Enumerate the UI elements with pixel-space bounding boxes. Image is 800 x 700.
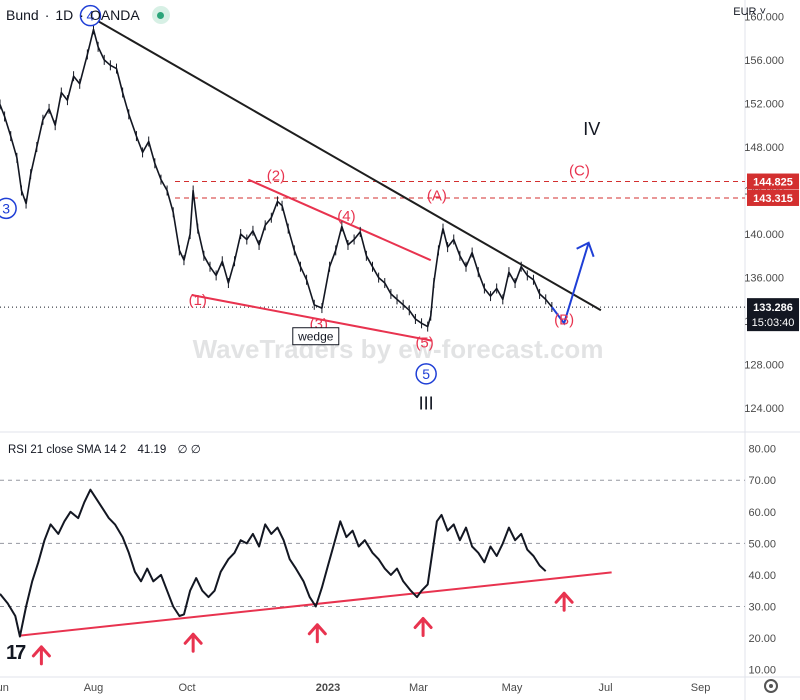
- header-separator: ·: [44, 7, 50, 23]
- degree-label: III: [419, 393, 434, 413]
- wave-label: 3: [2, 200, 10, 216]
- up-arrow-shape: [554, 591, 574, 612]
- rsi-tick-label: 60.00: [748, 507, 776, 519]
- price-tick-label: 140.000: [744, 229, 784, 241]
- wave-label: (B): [554, 311, 574, 328]
- rsi-tick-label: 40.00: [748, 570, 776, 582]
- wave-label: (5): [415, 334, 433, 351]
- time-tick-label: May: [502, 682, 523, 694]
- price-tick-label: 128.000: [744, 360, 784, 372]
- rsi-line: [0, 488, 547, 638]
- currency-label: EUR: [733, 6, 757, 18]
- price-tick-label: 152.000: [744, 98, 784, 110]
- time-tick-label: Aug: [84, 682, 104, 694]
- level-label: 144.825: [753, 177, 793, 189]
- wave-circle: [79, 4, 102, 27]
- logo-text: 17: [6, 642, 26, 664]
- time-tick-label: 2023: [316, 682, 340, 694]
- rsi-extra-1: ∅: [177, 444, 188, 456]
- wave-label: 4: [87, 8, 95, 24]
- up-arrow-icon: [183, 632, 203, 653]
- broker-label: OANDA: [89, 7, 140, 23]
- market-open-icon: [151, 6, 170, 24]
- up-arrow-icon: [554, 591, 574, 612]
- symbol-label[interactable]: Bund: [6, 7, 39, 23]
- wedge-label: wedge: [297, 330, 334, 344]
- wave-label: (2): [267, 168, 285, 185]
- rsi-header: RSI 21 close SMA 14 2 41.19 ∅ ∅: [8, 442, 201, 456]
- wedge-top-line: [247, 178, 432, 262]
- rsi-tick-label: 70.00: [748, 475, 776, 487]
- trendline-line: [85, 13, 602, 312]
- up-arrow-shape: [307, 623, 327, 644]
- time-tick-label: Jul: [598, 682, 612, 694]
- current-price-label: 133.286: [753, 302, 793, 314]
- interval-label[interactable]: 1D: [55, 7, 74, 23]
- countdown-label: 15:03:40: [752, 317, 795, 329]
- currency-selector[interactable]: EUR ˅: [733, 6, 766, 18]
- up-arrow-shape: [31, 645, 51, 666]
- current-price-tag: [747, 298, 799, 332]
- gear-icon[interactable]: [764, 679, 778, 693]
- up-arrow-shape: [183, 632, 203, 653]
- time-tick-label: Jun: [0, 682, 9, 694]
- wedge-bottom-line: [191, 294, 433, 342]
- price-tick-label: 124.000: [744, 403, 784, 415]
- level-label: 143.315: [753, 193, 793, 205]
- rsi-tick-label: 30.00: [748, 602, 776, 614]
- tradingview-logo[interactable]: 17: [6, 642, 26, 665]
- price-tick-label: 160.000: [744, 11, 784, 23]
- watermark-text: WaveTraders by ew-forecast.com: [193, 334, 604, 364]
- chart-header: Bund · 1D · OANDA: [6, 6, 170, 24]
- header-separator: ·: [79, 7, 84, 23]
- price-tick-label: 148.000: [744, 142, 784, 154]
- rsi-tick-label: 80.00: [748, 444, 776, 456]
- price-line: [0, 28, 553, 328]
- projection-arrowhead: [576, 241, 595, 258]
- wave-label: 5: [422, 366, 430, 382]
- rsi-label[interactable]: RSI 21 close SMA 14 2: [8, 444, 127, 456]
- up-arrow-icon: [413, 616, 433, 637]
- level-tag: [747, 189, 799, 206]
- projection-path: [551, 242, 590, 326]
- price-tick-label: 156.000: [744, 55, 784, 67]
- wave-label: (A): [427, 187, 447, 204]
- wave-circle: [0, 197, 17, 220]
- up-arrow-shape: [413, 616, 433, 637]
- rsi-tick-label: 50.00: [748, 538, 776, 550]
- wedge-box: [292, 327, 340, 346]
- wave-label: (C): [569, 162, 590, 179]
- wave-label: (4): [337, 208, 355, 225]
- time-tick-label: Oct: [178, 682, 195, 694]
- time-tick-label: Sep: [691, 682, 711, 694]
- level-tag: [747, 173, 799, 190]
- rsi-extra-2: ∅: [190, 444, 201, 456]
- time-tick-label: Mar: [409, 682, 428, 694]
- wave-circle: [415, 363, 437, 385]
- wave-label: (1): [189, 292, 207, 309]
- price-tick-label: 136.000: [744, 273, 784, 285]
- degree-label: IV: [583, 119, 600, 139]
- up-arrow-icon: [307, 623, 327, 644]
- up-arrow-icon: [31, 645, 51, 666]
- rsi-tick-label: 20.00: [748, 633, 776, 645]
- rsi-value: 41.19: [137, 444, 167, 456]
- rsi-tick-label: 10.00: [748, 665, 776, 677]
